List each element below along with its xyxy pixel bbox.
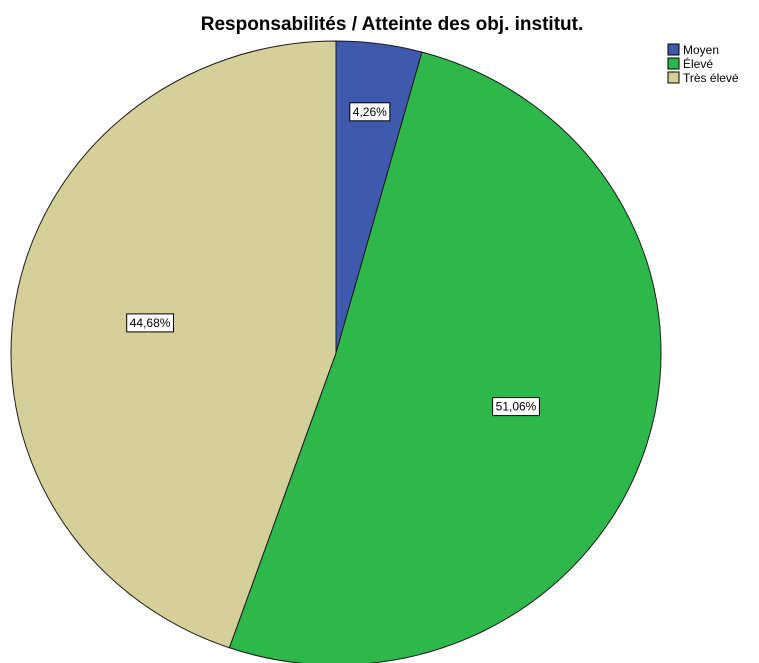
- legend-swatch: [667, 57, 680, 70]
- data-label-tres-eleve: 44,68%: [126, 313, 174, 333]
- chart-title: Responsabilités / Atteinte des obj. inst…: [201, 14, 584, 35]
- legend-swatch: [667, 43, 680, 56]
- data-label-text: 4,26%: [353, 105, 387, 119]
- data-label-box: [492, 397, 540, 417]
- pie-data-labels: 4,26% 51,06% 44,68%: [126, 102, 540, 417]
- data-label-moyen: 4,26%: [349, 102, 391, 122]
- data-label-box: [349, 102, 391, 122]
- legend-label: Très élevé: [683, 71, 739, 85]
- legend-item-moyen: Moyen: [667, 43, 719, 57]
- pie-slice-eleve: [228, 51, 662, 663]
- data-label-eleve: 51,06%: [492, 397, 540, 417]
- legend-label: Moyen: [683, 43, 719, 57]
- pie-slice-tres-eleve: [10, 40, 337, 649]
- pie-slices: [10, 40, 662, 663]
- legend-label: Élevé: [683, 56, 713, 71]
- data-label-box: [126, 313, 174, 333]
- data-label-text: 44,68%: [130, 316, 171, 330]
- legend-swatch: [667, 71, 680, 84]
- legend-item-tres-eleve: Très élevé: [667, 71, 739, 85]
- legend-item-eleve: Élevé: [667, 56, 713, 71]
- data-label-text: 51,06%: [496, 400, 537, 414]
